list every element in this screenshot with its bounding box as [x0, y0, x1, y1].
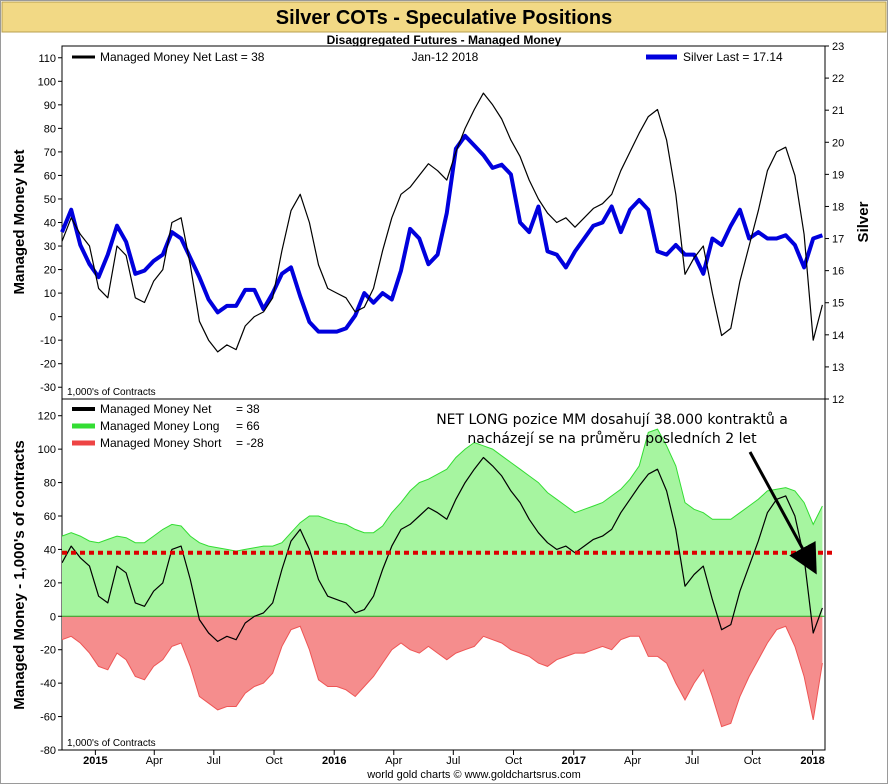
- x-tick-label: 2017: [561, 755, 585, 767]
- top-right-tick-label: 13: [832, 362, 844, 374]
- x-tick-label: Apr: [385, 755, 402, 767]
- top-left-tick-label: 90: [44, 100, 56, 112]
- annotation-arrow: [748, 451, 817, 575]
- managed-money-net-line: [61, 92, 823, 353]
- x-tick-label: Jul: [685, 755, 699, 767]
- bottom-y-tick-label: 20: [44, 578, 56, 590]
- top-right-tick-label: 14: [832, 330, 844, 342]
- bottom-y-tick-label: -60: [40, 712, 56, 724]
- x-tick-label: Oct: [744, 755, 761, 767]
- x-tick-label: Jul: [446, 755, 460, 767]
- x-tick-label: 2016: [322, 755, 346, 767]
- bottom-y-tick-label: 0: [50, 611, 56, 623]
- top-right-axis: 23 22 21 20 19 18 17 16 15 14 13 12: [825, 41, 844, 406]
- x-tick-label: 2018: [800, 755, 824, 767]
- chart-title: Silver COTs - Speculative Positions: [276, 7, 612, 29]
- top-left-tick-label: 110: [38, 53, 56, 65]
- bottom-y-axis-label: Managed Money - 1,000's of contracts: [11, 440, 28, 709]
- top-left-tick-label: 0: [50, 312, 56, 324]
- top-left-tick-label: 50: [44, 194, 56, 206]
- top-left-tick-label: 80: [44, 123, 56, 135]
- legend2-long-label: Managed Money Long: [100, 419, 219, 433]
- annotation-line-1: NET LONG pozice MM dosahují 38.000 kontr…: [436, 412, 788, 428]
- managed-money-long-line: [61, 428, 823, 552]
- x-tick-label: Jul: [207, 755, 221, 767]
- legend2-net-label: Managed Money Net: [100, 402, 212, 416]
- x-axis: 2015 Apr Jul Oct 2016 Apr Jul Oct 2017 Apr Jul Oct 2…: [83, 750, 825, 767]
- x-tick-label: Apr: [624, 755, 641, 767]
- top-right-tick-label: 15: [832, 298, 844, 310]
- top-right-tick-label: 17: [832, 234, 844, 246]
- bottom-y-tick-label: 40: [44, 544, 56, 556]
- bottom-y-tick-label: -20: [40, 645, 56, 657]
- title-bar: [1, 1, 887, 33]
- bottom-y-tick-label: 100: [38, 444, 56, 456]
- bottom-left-axis: 120 100 80 60 40 20 0 -20 -40 -60 -80: [38, 411, 62, 757]
- x-tick-label: Oct: [265, 755, 282, 767]
- top-right-tick-label: 21: [832, 105, 844, 117]
- legend-silver-label: Silver Last = 17.14: [683, 50, 783, 64]
- legend-date: Jan-12 2018: [412, 50, 479, 64]
- top-right-tick-label: 20: [832, 137, 844, 149]
- top-left-tick-label: 20: [44, 265, 56, 277]
- x-tick-label: Oct: [505, 755, 522, 767]
- legend2-net-last: = 38: [236, 402, 260, 416]
- x-tick-label: 2015: [83, 755, 107, 767]
- top-left-tick-label: 40: [44, 218, 56, 230]
- x-tick-label: Apr: [146, 755, 163, 767]
- legend2-short-label: Managed Money Short: [100, 436, 222, 450]
- chart-subtitle: Disaggregated Futures - Managed Money: [327, 33, 562, 47]
- top-right-tick-label: 16: [832, 266, 844, 278]
- top-units-note: 1,000's of Contracts: [67, 387, 156, 398]
- footer-credit: world gold charts © www.goldchartsrus.co…: [366, 769, 581, 781]
- bottom-y-tick-label: 80: [44, 478, 56, 490]
- top-right-tick-label: 12: [832, 394, 844, 406]
- top-left-tick-label: 10: [44, 288, 56, 300]
- top-right-axis-label: Silver: [855, 201, 872, 242]
- managed-money-short-area: [62, 616, 823, 727]
- top-left-tick-label: -10: [40, 335, 56, 347]
- top-left-tick-label: 60: [44, 170, 56, 182]
- bottom-y-tick-label: 120: [38, 411, 56, 423]
- top-left-tick-label: -20: [40, 359, 56, 371]
- top-left-tick-label: 70: [44, 147, 56, 159]
- legend2-short-last: = -28: [236, 436, 264, 450]
- bottom-y-tick-label: 60: [44, 511, 56, 523]
- top-left-tick-label: 100: [38, 76, 56, 88]
- managed-money-net-line-bottom: [61, 456, 823, 643]
- top-right-tick-label: 19: [832, 169, 844, 181]
- top-right-tick-label: 22: [832, 73, 844, 85]
- legend2-long-last: = 66: [236, 419, 260, 433]
- top-right-tick-label: 18: [832, 201, 844, 213]
- legend-net-label: Managed Money Net Last = 38: [100, 50, 265, 64]
- annotation-line-2: nacházejí se na průměru posledních 2 let: [467, 431, 757, 447]
- top-left-tick-label: 30: [44, 241, 56, 253]
- bottom-series: [61, 428, 836, 728]
- top-series: [60, 92, 824, 353]
- top-right-tick-label: 23: [832, 41, 844, 53]
- bottom-y-tick-label: -80: [40, 745, 56, 757]
- top-y-axis-label: Managed Money Net: [11, 149, 28, 294]
- bottom-panel: 120 100 80 60 40 20 0 -20 -40 -60 -80 2015 Apr Jul Oc…: [11, 398, 836, 767]
- bottom-units-note: 1,000's of Contracts: [67, 738, 156, 749]
- bottom-y-tick-label: -40: [40, 678, 56, 690]
- top-left-tick-label: -30: [40, 382, 56, 394]
- managed-money-short-line: [61, 625, 823, 728]
